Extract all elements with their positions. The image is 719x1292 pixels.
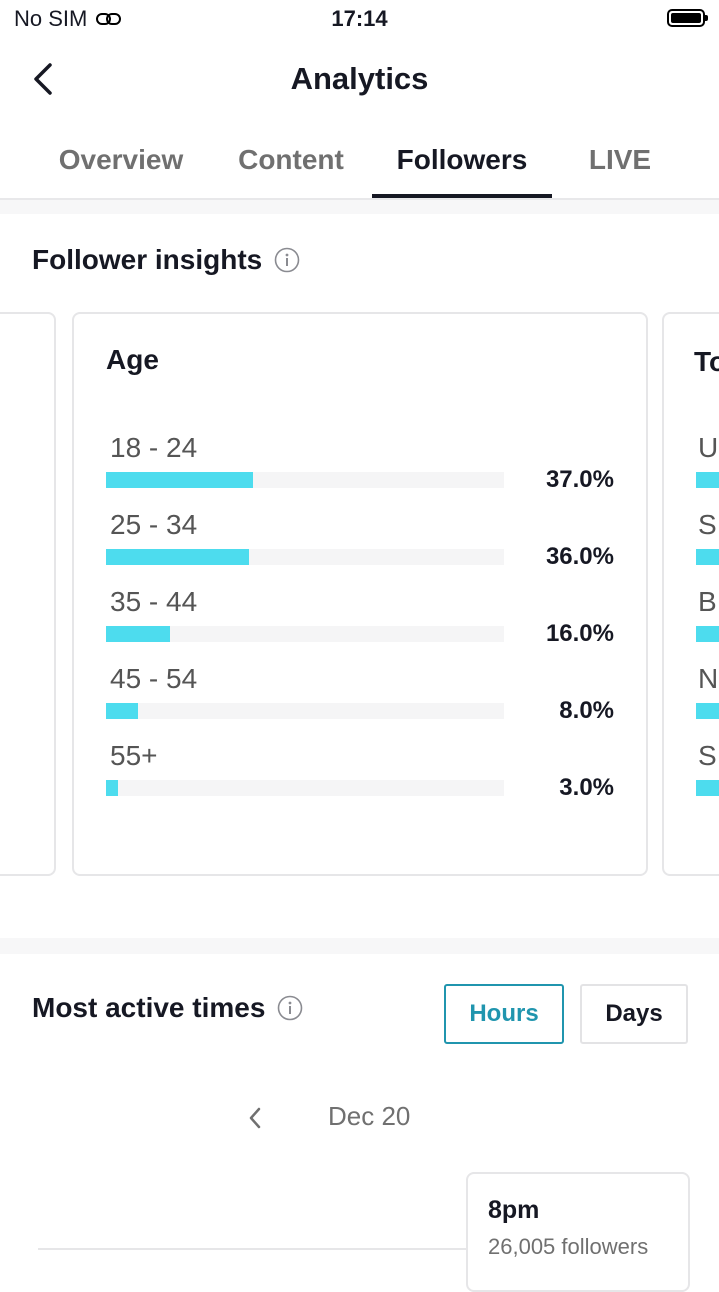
next-card-bar — [696, 549, 719, 565]
most-active-header: Most active times — [32, 992, 303, 1024]
age-bar-fill — [106, 626, 170, 642]
age-percent: 16.0% — [545, 620, 614, 647]
active-tab-indicator — [372, 194, 552, 198]
hours-toggle-button[interactable]: Hours — [444, 984, 564, 1044]
age-row: 55+ 3.0% — [106, 740, 616, 810]
carrier-label: No SIM — [14, 6, 88, 31]
previous-insight-card[interactable] — [0, 312, 56, 876]
next-card-bar — [696, 472, 719, 488]
next-card-title: To — [694, 346, 719, 377]
clock: 17:14 — [331, 6, 388, 31]
days-toggle-button[interactable]: Days — [580, 984, 688, 1044]
age-range-label: 18 - 24 — [110, 432, 198, 463]
age-row: 18 - 24 37.0% — [106, 432, 616, 502]
tab-live[interactable]: LIVE — [588, 144, 652, 175]
age-card: Age 18 - 24 37.0% 25 - 34 36.0% 35 - 44 … — [72, 312, 648, 876]
tab-content[interactable]: Content — [238, 144, 344, 175]
status-bar: No SIM 17:14 — [0, 0, 719, 40]
nav-bar: Analytics — [0, 45, 719, 117]
tooltip-time: 8pm — [488, 1196, 540, 1224]
next-card-bar — [696, 780, 719, 796]
age-bar-track — [106, 780, 504, 796]
age-card-title: Age — [106, 344, 159, 375]
status-left: No SIM — [14, 6, 123, 32]
age-range-label: 25 - 34 — [110, 509, 198, 540]
info-icon[interactable] — [274, 247, 300, 273]
age-row: 45 - 54 8.0% — [106, 663, 616, 733]
age-percent: 36.0% — [545, 543, 614, 570]
section-divider — [0, 938, 719, 954]
date-label: Dec 20 — [328, 1101, 411, 1131]
age-bar-fill — [106, 703, 138, 719]
follower-insights-title: Follower insights — [32, 244, 263, 275]
link-icon — [96, 13, 122, 25]
battery-icon — [667, 9, 708, 27]
tooltip-followers: 26,005 followers — [488, 1234, 649, 1259]
age-range-label: 45 - 54 — [110, 663, 198, 694]
chevron-left-icon — [249, 1107, 261, 1129]
chart-tooltip: 8pm 26,005 followers — [466, 1172, 690, 1292]
tab-overview[interactable]: Overview — [58, 144, 184, 175]
age-bar-track — [106, 703, 504, 719]
next-card-row-label: U — [698, 432, 719, 463]
age-range-label: 55+ — [110, 740, 158, 771]
next-insight-card[interactable]: To U S B N S — [662, 312, 719, 876]
age-bar-fill — [106, 780, 118, 796]
info-icon[interactable] — [277, 995, 303, 1021]
next-card-row-label: S — [698, 509, 717, 540]
age-row: 25 - 34 36.0% — [106, 509, 616, 579]
tab-bar: Overview Content Followers LIVE — [0, 130, 719, 200]
chart-baseline — [38, 1248, 478, 1250]
age-percent: 8.0% — [559, 697, 614, 724]
tab-followers[interactable]: Followers — [396, 144, 528, 175]
chevron-left-icon — [34, 63, 52, 95]
most-active-title: Most active times — [32, 992, 266, 1023]
section-divider — [0, 200, 719, 214]
date-navigator: Dec 20 — [230, 1095, 450, 1139]
age-row: 35 - 44 16.0% — [106, 586, 616, 656]
age-percent: 3.0% — [559, 774, 614, 801]
next-card-row-label: N — [698, 663, 719, 694]
age-bar-track — [106, 626, 504, 642]
follower-insights-header: Follower insights — [32, 244, 300, 276]
next-card-row-label: S — [698, 740, 717, 771]
next-card-row-label: B — [698, 586, 717, 617]
next-card-bar — [696, 626, 719, 642]
age-range-label: 35 - 44 — [110, 586, 198, 617]
back-button[interactable] — [26, 59, 66, 99]
previous-date-button[interactable] — [240, 1101, 270, 1135]
age-bar-track — [106, 549, 504, 565]
age-bar-fill — [106, 472, 254, 488]
age-bar-track — [106, 472, 504, 488]
page-title: Analytics — [290, 61, 429, 96]
next-card-bar — [696, 703, 719, 719]
age-bar-fill — [106, 549, 250, 565]
age-percent: 37.0% — [545, 466, 614, 493]
